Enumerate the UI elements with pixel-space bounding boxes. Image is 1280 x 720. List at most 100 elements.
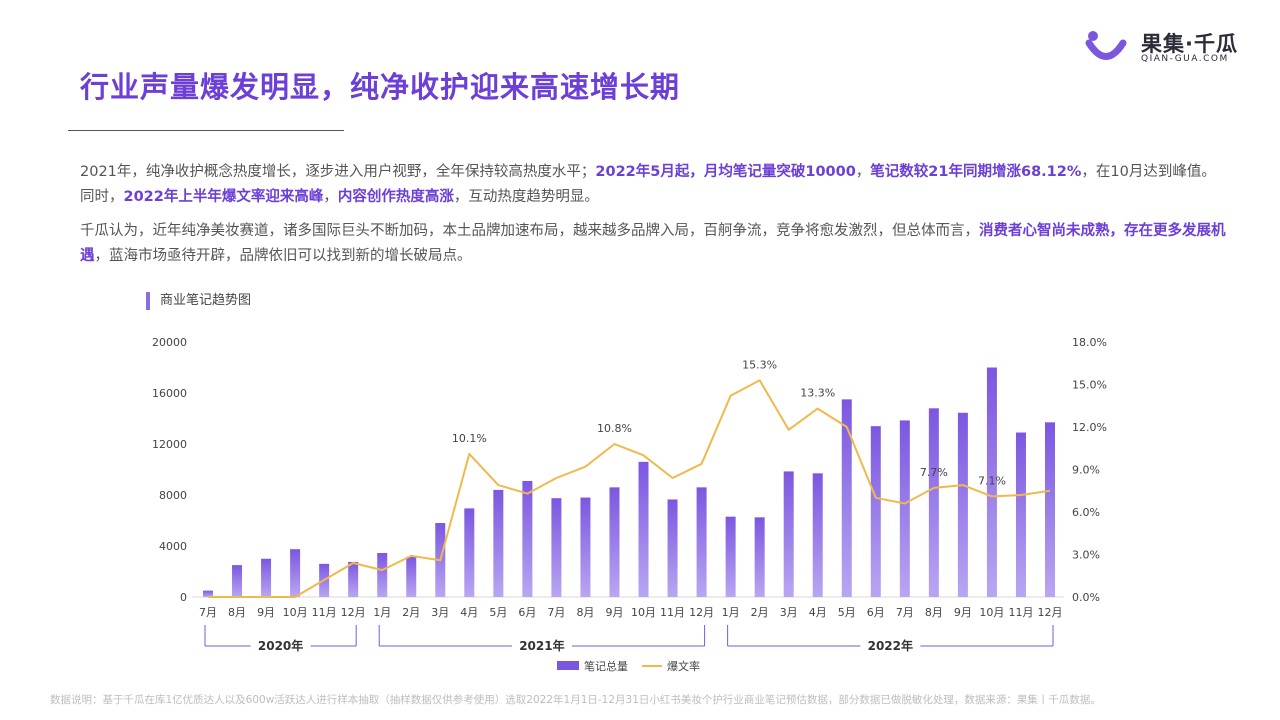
bar-笔记总量	[1015, 432, 1026, 597]
bar-笔记总量	[348, 561, 359, 597]
body-text: ，在10月达到峰值。同时，	[80, 164, 1216, 205]
bar-笔记总量	[1045, 422, 1055, 597]
brand-logo: 果集·千瓜 QIAN-GUA.COM	[1083, 26, 1253, 70]
x-tick-label: 12月	[1038, 606, 1063, 619]
x-tick-label: 4月	[460, 606, 478, 619]
y-right-tick-label: 18.0%	[1072, 336, 1107, 349]
y-left-tick-label: 8000	[159, 489, 187, 502]
chart-title: 商业笔记趋势图	[146, 292, 251, 310]
y-right-tick-label: 3.0%	[1072, 549, 1100, 562]
x-tick-label: 2月	[402, 606, 420, 619]
highlight-text: 2022年上半年爆文率迎来高峰	[123, 189, 324, 205]
x-tick-label: 10月	[631, 606, 656, 619]
body-text: ，互动热度趋势明显。	[453, 189, 599, 205]
body-text: ，蓝海市场亟待开辟，品牌依旧可以找到新的增长破局点。	[94, 248, 472, 264]
x-tick-label: 12月	[689, 606, 714, 619]
x-tick-label: 8月	[925, 606, 943, 619]
x-tick-label: 5月	[838, 606, 856, 619]
legend-label: 爆文率	[667, 659, 700, 673]
line-爆文率	[208, 379, 1051, 598]
x-tick-label: 4月	[809, 606, 827, 619]
bar-笔记总量	[638, 461, 649, 597]
x-tick-label: 7月	[547, 606, 565, 619]
bar-笔记总量	[754, 517, 765, 597]
bar-笔记总量	[551, 498, 562, 597]
x-tick-label: 11月	[312, 606, 337, 619]
bar-笔记总量	[493, 489, 504, 597]
bar-笔记总量	[986, 367, 997, 597]
body-text: ，	[323, 189, 338, 205]
data-label: 15.3%	[742, 358, 777, 371]
year-label: 2020年	[258, 638, 303, 653]
data-label: 7.1%	[978, 474, 1006, 487]
x-tick-label: 12月	[341, 606, 366, 619]
bar-笔记总量	[377, 553, 388, 597]
bar-笔记总量	[667, 499, 678, 597]
legend-bar-swatch	[557, 661, 579, 670]
highlight-text: 内容创作热度高涨	[337, 189, 454, 205]
highlight-text: 笔记数较21年同期增涨68.12%	[870, 164, 1082, 180]
data-label: 10.1%	[452, 432, 487, 445]
bar-笔记总量	[696, 487, 707, 597]
y-right-tick-label: 6.0%	[1072, 506, 1100, 519]
highlight-text: 2022年5月起，月均笔记量突破10000	[595, 164, 856, 180]
x-tick-label: 7月	[896, 606, 914, 619]
highlight-text: 消费者心智尚未成熟，存在更多发展机遇	[80, 223, 1226, 264]
y-right-tick-label: 9.0%	[1072, 464, 1100, 477]
x-tick-label: 8月	[228, 606, 246, 619]
bar-笔记总量	[899, 420, 910, 597]
x-tick-label: 11月	[660, 606, 685, 619]
logo-domain: QIAN-GUA.COM	[1141, 54, 1229, 64]
bar-笔记总量	[406, 556, 417, 597]
y-right-tick-label: 15.0%	[1072, 379, 1107, 392]
year-label: 2022年	[868, 638, 913, 653]
bar-笔记总量	[928, 408, 939, 597]
x-tick-label: 7月	[199, 606, 217, 619]
x-tick-label: 2月	[751, 606, 769, 619]
y-left-tick-label: 12000	[152, 438, 187, 451]
y-right-tick-label: 12.0%	[1072, 421, 1107, 434]
bar-笔记总量	[783, 471, 794, 597]
logo-mark-icon	[1085, 31, 1127, 60]
x-tick-label: 1月	[722, 606, 740, 619]
bar-笔记总量	[203, 590, 213, 597]
x-tick-label: 9月	[954, 606, 972, 619]
y-left-tick-label: 0	[180, 591, 187, 604]
y-left-tick-label: 16000	[152, 387, 187, 400]
page-title: 行业声量爆发明显，纯净收护迎来高速增长期	[80, 70, 681, 104]
x-tick-label: 11月	[1008, 606, 1033, 619]
x-tick-label: 3月	[780, 606, 798, 619]
x-tick-label: 9月	[605, 606, 623, 619]
bar-笔记总量	[580, 497, 591, 597]
bar-笔记总量	[609, 487, 620, 597]
paragraph-summary: 2021年，纯净收护概念热度增长，逐步进入用户视野，全年保持较高热度水平；202…	[80, 160, 1230, 210]
x-tick-label: 10月	[283, 606, 308, 619]
body-text: 2021年，纯净收护概念热度增长，逐步进入用户视野，全年保持较高热度水平；	[80, 164, 596, 180]
paragraph-insight: 千瓜认为，近年纯净美妆赛道，诸多国际巨头不断加码，本土品牌加速布局，越来越多品牌…	[80, 219, 1230, 269]
data-label: 10.8%	[597, 422, 632, 435]
bar-笔记总量	[841, 399, 852, 597]
bar-笔记总量	[232, 565, 243, 597]
x-tick-label: 8月	[576, 606, 594, 619]
title-divider	[68, 130, 344, 131]
bar-笔记总量	[464, 508, 475, 597]
bar-笔记总量	[812, 473, 823, 597]
y-left-tick-label: 4000	[159, 540, 187, 553]
x-tick-label: 6月	[867, 606, 885, 619]
bar-笔记总量	[725, 516, 736, 597]
x-tick-label: 3月	[431, 606, 449, 619]
x-tick-label: 1月	[373, 606, 391, 619]
bar-笔记总量	[261, 558, 272, 597]
x-tick-label: 6月	[518, 606, 536, 619]
bar-笔记总量	[957, 412, 968, 597]
y-right-tick-label: 0.0%	[1072, 591, 1100, 604]
bar-笔记总量	[870, 426, 881, 597]
x-tick-label: 9月	[257, 606, 275, 619]
body-text: ，	[855, 164, 871, 180]
trend-chart: 0 4000 8000 12000 16000 20000 0.0% 3.0% 6.0% 9.0%…	[152, 336, 1107, 673]
body-text: 千瓜认为，近年纯净美妆赛道，诸多国际巨头不断加码，本土品牌加速布局，越来越多品牌…	[80, 223, 979, 239]
year-label: 2021年	[519, 638, 564, 653]
footnote: 数据说明：基于千瓜在库1亿优质达人以及600w活跃达人进行样本抽取（抽样数据仅供…	[50, 694, 1101, 706]
legend-label: 笔记总量	[584, 659, 628, 673]
x-tick-label: 10月	[979, 606, 1004, 619]
